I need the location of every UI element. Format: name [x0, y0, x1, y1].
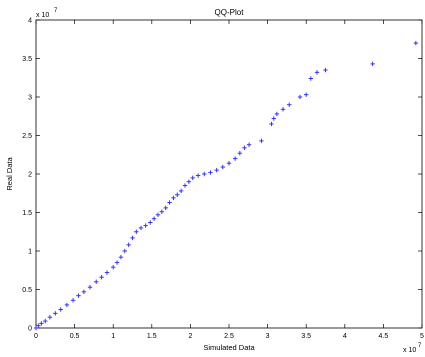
x-tick-label: 2.5 [224, 333, 234, 340]
data-point [190, 175, 195, 181]
data-point [70, 298, 76, 303]
y-axis-exponent: 7 [54, 8, 58, 14]
x-tick-label: 2 [188, 333, 192, 340]
data-point [269, 121, 274, 127]
data-point [178, 188, 184, 194]
data-point [259, 138, 264, 144]
data-point [36, 323, 41, 328]
y-tick-label: 2.5 [22, 133, 32, 140]
data-point [94, 279, 99, 284]
data-point [87, 284, 93, 290]
data-point [114, 260, 120, 265]
data-point [138, 225, 144, 231]
data-point [242, 145, 247, 151]
data-point [413, 40, 419, 46]
data-point [33, 325, 39, 331]
y-ticks: 0 0.5 1 1.5 2 2.5 3 3.5 4 [22, 18, 422, 333]
data-point [246, 142, 252, 147]
data-point [287, 102, 292, 107]
data-point [308, 76, 314, 81]
data-point [53, 311, 58, 316]
y-tick-label: 1.5 [22, 210, 32, 217]
y-tick-label: 3 [28, 95, 32, 102]
data-point [314, 70, 320, 75]
data-point [271, 116, 276, 121]
data-point [39, 321, 44, 326]
data-point [171, 195, 176, 201]
data-point [232, 156, 238, 161]
y-tick-label: 4 [28, 18, 32, 25]
y-tick-label: 3.5 [22, 56, 32, 63]
data-point [134, 229, 139, 234]
data-point [99, 274, 104, 280]
data-point [237, 151, 243, 156]
x-tick-label: 0.5 [70, 333, 80, 340]
data-points [33, 40, 419, 331]
x-axis-multiplier: x 10 [403, 347, 416, 354]
x-tick-label: 4.5 [379, 333, 389, 340]
x-ticks: 0 0.5 1 1.5 2 2.5 3 3.5 4 4.5 5 [34, 20, 424, 340]
data-point [274, 111, 280, 117]
data-point [126, 242, 131, 248]
data-point [297, 94, 303, 100]
chart-title: QQ-Plot [215, 8, 245, 17]
y-axis-label: Real Data [5, 157, 14, 191]
data-point [130, 235, 135, 241]
x-axis-exponent: 7 [418, 343, 422, 349]
data-point [118, 254, 124, 260]
y-tick-label: 0 [28, 326, 32, 333]
data-point [163, 205, 168, 211]
x-tick-label: 1.5 [147, 333, 157, 340]
data-point [151, 216, 157, 221]
data-point [111, 264, 116, 270]
data-point [226, 161, 232, 166]
data-point [323, 67, 328, 73]
y-axis-multiplier: x 10 [36, 12, 49, 19]
data-point [76, 293, 81, 298]
x-tick-label: 1 [111, 333, 115, 340]
x-axis-label: Simulated Data [203, 343, 255, 352]
data-point [167, 200, 172, 205]
data-point [280, 107, 286, 112]
x-tick-label: 3 [266, 333, 270, 340]
data-point [370, 61, 375, 67]
data-point [148, 220, 153, 225]
data-point [214, 167, 219, 173]
x-tick-label: 0 [34, 333, 38, 340]
data-point [155, 212, 161, 218]
data-point [81, 289, 87, 295]
y-tick-label: 1 [28, 249, 32, 256]
y-tick-label: 2 [28, 172, 32, 179]
data-point [175, 192, 180, 197]
data-point [58, 307, 63, 312]
data-point [47, 315, 53, 320]
data-point [43, 318, 48, 324]
x-tick-label: 5 [420, 333, 424, 340]
data-point [64, 302, 70, 308]
y-tick-label: 0.5 [22, 287, 32, 294]
x-tick-label: 3.5 [301, 333, 311, 340]
data-point [182, 183, 188, 188]
data-point [122, 248, 127, 254]
plot-area [35, 19, 423, 329]
data-point [220, 164, 226, 170]
x-tick-label: 4 [343, 333, 347, 340]
data-point [304, 92, 309, 97]
data-point [195, 173, 201, 178]
data-point [202, 171, 207, 177]
data-point [143, 223, 148, 228]
data-point [186, 179, 192, 184]
data-point [159, 209, 165, 214]
data-point [104, 270, 110, 275]
data-point [208, 170, 213, 175]
